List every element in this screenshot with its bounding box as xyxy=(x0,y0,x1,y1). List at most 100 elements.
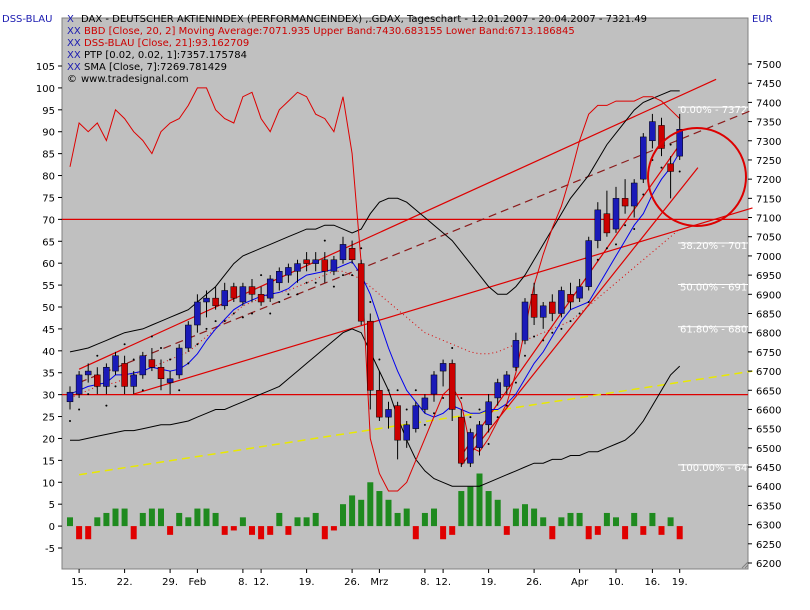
volume-bar xyxy=(103,512,110,527)
volume-bar xyxy=(449,526,456,535)
legend-entry: SMA [Close, 7]:7269.781429 xyxy=(84,62,227,73)
candle-body xyxy=(494,382,501,399)
axes: 6200625063006350640064506500655066006650… xyxy=(36,60,782,588)
candle-body xyxy=(485,401,492,426)
legend-entry: PTP [0.02, 0.02, 1]:7357.175784 xyxy=(84,50,247,61)
sar-dot xyxy=(123,343,126,346)
candle-body xyxy=(148,359,156,368)
legend: X DAX - DEUTSCHER AKTIENINDEX (PERFORMANC… xyxy=(67,14,647,85)
volume-bar xyxy=(613,517,619,527)
right-axis-tick-label: 6600 xyxy=(756,405,781,416)
candle-body xyxy=(212,297,219,307)
sar-dot xyxy=(105,404,108,407)
candle-body xyxy=(248,286,256,295)
fibonacci-label: 100.00% - 64 xyxy=(680,463,747,474)
left-axis-tick-label: 0 xyxy=(49,522,55,533)
volume-bar xyxy=(622,526,629,540)
sar-dot xyxy=(96,354,99,357)
candle-body xyxy=(603,213,611,234)
volume-bar xyxy=(585,526,592,540)
right-axis-tick-label: 7500 xyxy=(756,60,781,71)
fibonacci-label: 0.00% - 7372 xyxy=(680,105,747,116)
volume-bar xyxy=(321,526,328,540)
candle-body xyxy=(530,294,538,318)
sar-dot xyxy=(160,347,162,350)
sar-dot xyxy=(442,396,445,399)
candle-body xyxy=(75,374,83,395)
volume-bar xyxy=(640,526,647,535)
volume-bar xyxy=(148,508,155,527)
sar-dot xyxy=(287,293,290,296)
sar-dot xyxy=(360,247,363,250)
candle-body xyxy=(367,320,374,391)
volume-bar xyxy=(549,526,556,540)
sar-dot xyxy=(533,335,536,338)
candle-body xyxy=(558,290,565,314)
left-axis-tick-label: 90 xyxy=(42,128,55,139)
sar-dot xyxy=(469,416,472,419)
volume-bar xyxy=(385,499,392,527)
volume-bar xyxy=(194,508,201,527)
sar-dot xyxy=(150,335,153,338)
volume-bar xyxy=(503,526,510,535)
legend-marker: XX xyxy=(67,38,81,49)
candle-body xyxy=(640,136,647,180)
sar-dot xyxy=(669,143,672,146)
sar-dot xyxy=(260,274,263,277)
x-axis-tick-label: 19. xyxy=(481,577,497,588)
candle-body xyxy=(649,121,656,142)
sar-dot xyxy=(396,389,399,392)
sar-dot xyxy=(69,419,71,422)
sar-dot xyxy=(569,320,572,323)
candle-body xyxy=(203,297,210,303)
candle-body xyxy=(585,240,592,287)
candle-body xyxy=(303,259,310,264)
sar-dot xyxy=(296,293,299,296)
legend-entry: DAX - DEUTSCHER AKTIENINDEX (PERFORMANCE… xyxy=(81,14,647,25)
candle-body xyxy=(266,278,274,299)
right-axis-tick-label: 6500 xyxy=(756,444,781,455)
volume-bar xyxy=(667,517,674,527)
right-axis-tick-label: 7250 xyxy=(756,156,781,167)
left-axis-tick-label: 80 xyxy=(42,172,55,183)
right-axis-tick-label: 6550 xyxy=(756,425,781,436)
horizontal-levels: 0.00% - 7372 38.20% - 701 50.00% - 691 61.8… xyxy=(62,105,748,474)
sar-dot xyxy=(514,381,517,384)
volume-bar xyxy=(258,526,265,540)
right-axis-tick-label: 6250 xyxy=(756,540,781,551)
legend-marker: X xyxy=(67,14,74,25)
fibonacci-label: 50.00% - 691 xyxy=(680,282,747,293)
candle-body xyxy=(448,363,456,410)
right-axis-name: EUR xyxy=(752,14,773,25)
volume-bar xyxy=(212,512,219,527)
volume-bar xyxy=(649,512,656,527)
sar-dot xyxy=(505,404,508,407)
trend-line xyxy=(133,207,753,395)
plot-area xyxy=(61,17,749,570)
right-axis-tick-label: 6750 xyxy=(756,348,781,359)
candle-body xyxy=(221,290,228,307)
candle-body xyxy=(276,271,283,284)
sar-dot xyxy=(342,274,344,277)
volume-oscillator-bars xyxy=(67,473,683,540)
volume-bar xyxy=(431,508,437,527)
left-axis-tick-label: 30 xyxy=(42,391,55,402)
candle-body xyxy=(166,378,174,383)
volume-bar xyxy=(85,526,92,540)
volume-bar xyxy=(176,512,183,527)
candle-body xyxy=(94,374,101,387)
left-axis-tick-label: 45 xyxy=(42,325,55,336)
sar-dot xyxy=(496,416,499,419)
volume-bar xyxy=(294,517,301,527)
legend-marker: XX xyxy=(67,62,81,73)
volume-bar xyxy=(476,473,483,527)
sar-dot xyxy=(605,247,608,250)
volume-bar xyxy=(494,499,501,527)
candle-body xyxy=(439,363,447,372)
sar-dot xyxy=(205,327,208,330)
candle-body xyxy=(403,424,410,441)
volume-bar xyxy=(249,526,255,535)
sar-dot xyxy=(323,239,326,242)
sar-dot xyxy=(660,166,663,169)
candle-body xyxy=(230,286,238,299)
